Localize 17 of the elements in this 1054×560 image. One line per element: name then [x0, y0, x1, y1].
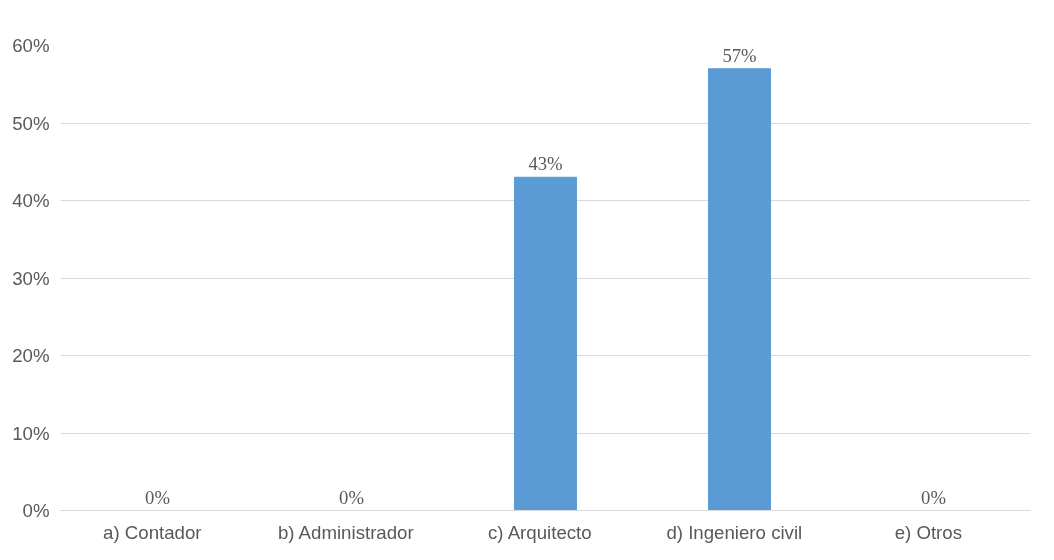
y-tick-label: 60% — [12, 35, 50, 56]
y-tick-label: 50% — [12, 112, 50, 134]
y-tick-label: 0% — [22, 500, 50, 521]
x-tick-label: e) Otros — [894, 521, 963, 543]
x-tick-label: a) Contador — [103, 521, 202, 543]
x-tick-label: d) Ingeniero civil — [666, 521, 803, 543]
data-label: 57% — [722, 44, 757, 66]
x-tick-label: b) Administrador — [277, 521, 414, 543]
data-label: 0% — [339, 486, 364, 508]
y-tick-label: 10% — [12, 422, 50, 444]
data-label: 0% — [921, 486, 946, 508]
data-label: 0% — [145, 486, 170, 508]
y-tick-label: 30% — [12, 267, 50, 289]
y-tick-label: 20% — [12, 345, 50, 366]
data-label: 43% — [528, 153, 563, 175]
x-tick-label: c) Arquitecto — [487, 521, 592, 543]
y-tick-label: 40% — [12, 190, 50, 211]
